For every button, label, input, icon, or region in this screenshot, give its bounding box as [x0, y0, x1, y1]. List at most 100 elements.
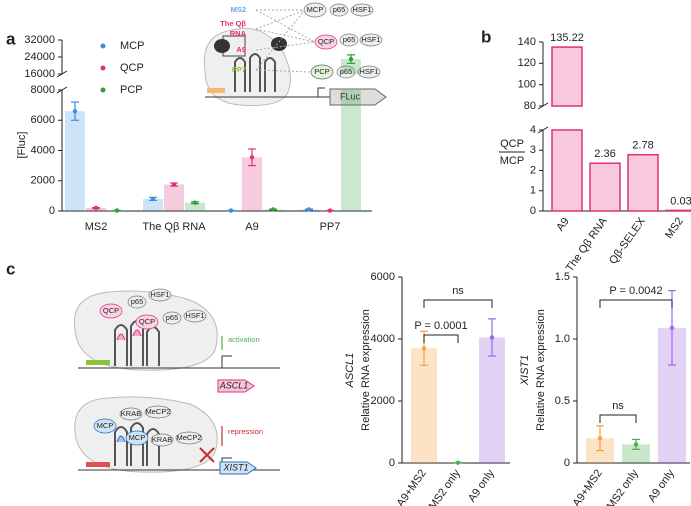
protein-label: HSF1 — [361, 35, 380, 44]
y-tick-label: 0 — [389, 457, 395, 469]
panel-label: a — [6, 29, 16, 48]
protein — [314, 34, 338, 50]
mean-dot — [72, 108, 78, 114]
y-tick-label: 3 — [530, 144, 536, 156]
y-tick-label: 140 — [518, 36, 536, 48]
error-bar — [488, 318, 496, 357]
aptamer-label: The Qβ — [220, 19, 246, 28]
y-tick-label: 6000 — [31, 114, 55, 126]
error-bar — [632, 438, 640, 450]
y-label: Relative RNA expression — [535, 309, 547, 431]
mean-dot — [93, 205, 99, 211]
x-tick-label: Qβ-SELEX — [607, 215, 648, 267]
hairpins — [234, 53, 276, 92]
y-label: QCP — [500, 138, 524, 150]
protein-label: p65 — [333, 5, 346, 14]
bar — [627, 153, 659, 212]
error-bar — [454, 460, 462, 465]
x-tick-label: A9 only — [646, 467, 677, 504]
bar — [589, 162, 621, 212]
y-label: [Fluc] — [16, 132, 28, 159]
protein-label: HSF1 — [359, 67, 378, 76]
mean-dot — [114, 208, 120, 213]
x-tick-label: MS2 only — [605, 467, 641, 506]
legend-label: PCP — [120, 84, 143, 96]
error-bar — [170, 182, 178, 187]
y-label: ASCL1 — [344, 353, 356, 389]
protein — [144, 405, 172, 419]
data-label: 2.36 — [594, 148, 615, 160]
y-tick-label: 4000 — [31, 144, 55, 156]
protein — [175, 431, 203, 445]
y-tick-label: 80 — [524, 100, 536, 112]
protein — [99, 303, 123, 319]
y-tick-label: 120 — [518, 57, 536, 69]
y-tick-label: 2000 — [371, 395, 395, 407]
bar — [551, 46, 583, 107]
protein — [271, 37, 287, 51]
error-bar — [149, 196, 157, 202]
protein — [303, 2, 327, 18]
panel-label: b — [481, 27, 491, 46]
protein — [135, 314, 159, 330]
aptamer-label: PP7 — [232, 65, 246, 74]
y-tick-label: 2 — [530, 164, 536, 176]
protein — [148, 288, 172, 302]
error-bar — [92, 205, 100, 211]
protein — [329, 3, 349, 17]
protein-label: KRAB — [121, 409, 141, 418]
diagram-activation: QCP p65 HSF1 QCP p65 HSF1 activation ASC… — [73, 288, 280, 393]
protein — [127, 295, 147, 309]
legend-label: QCP — [120, 62, 144, 74]
y-label: Relative RNA expression — [360, 309, 372, 431]
y-tick-label: 2000 — [31, 175, 55, 187]
data-label: 0.03 — [670, 195, 691, 207]
gene-label: XIST1 — [222, 462, 248, 472]
x-tick-label: MS2 — [663, 216, 686, 241]
x-tick-label: A9 — [245, 221, 258, 233]
y-label: MCP — [500, 155, 524, 167]
error-bar — [326, 208, 334, 213]
protein — [310, 64, 334, 80]
protein — [350, 3, 374, 17]
protein-label: QCP — [139, 317, 155, 326]
protein-label: MCP — [307, 5, 324, 14]
error-bar — [305, 207, 313, 212]
aptamer-label: MS2 — [231, 5, 246, 14]
y-tick-label: 1.0 — [555, 333, 570, 345]
y-tick-label: 4000 — [371, 333, 395, 345]
protein-label: p65 — [340, 67, 353, 76]
protein-label: MeCP2 — [176, 433, 201, 442]
legend-label: MCP — [120, 40, 144, 52]
mean-dot — [597, 436, 603, 441]
bar — [665, 209, 691, 212]
diagram-repression: MCP KRAB MeCP2 MCP KRAB MeCP2 repression… — [74, 396, 280, 475]
x-tick-label: MS2 — [85, 221, 108, 233]
error-bar — [227, 208, 235, 213]
significance-bracket — [423, 299, 493, 308]
mean-dot — [327, 208, 333, 213]
data-label: 135.22 — [550, 32, 584, 44]
protein-label: p65 — [166, 313, 179, 322]
panel-label: c — [6, 259, 15, 278]
protein-label: PCP — [314, 67, 329, 76]
error-bar — [347, 54, 355, 64]
protein-label: p65 — [343, 35, 356, 44]
bar — [622, 444, 650, 463]
error-bar — [71, 101, 79, 121]
mean-dot — [306, 207, 312, 212]
gene-label: ASCL1 — [219, 380, 249, 390]
bar — [185, 202, 205, 211]
mean-dot — [192, 200, 198, 205]
protein-label: HSF1 — [352, 5, 371, 14]
x-tick-label: A9 only — [466, 467, 497, 504]
error-bar — [191, 200, 199, 205]
mean-dot — [150, 196, 156, 202]
error-bar — [269, 207, 277, 212]
bar — [242, 157, 262, 211]
x-tick-label: PP7 — [320, 221, 341, 233]
bar — [143, 198, 163, 211]
error-bar — [113, 208, 121, 213]
protein-label: HSF1 — [185, 311, 204, 320]
